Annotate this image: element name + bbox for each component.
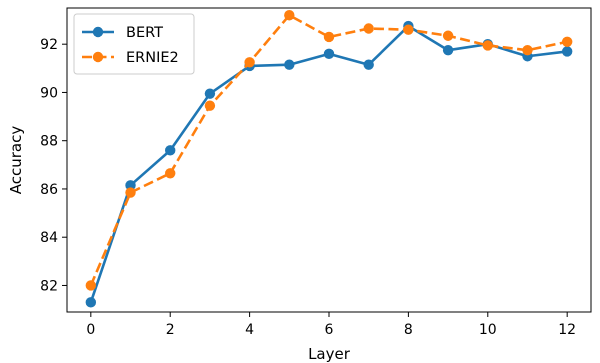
data-point	[323, 48, 335, 60]
y-axis: 82 84 86 88 90 92	[40, 37, 67, 294]
data-point	[284, 10, 295, 21]
y-tick-label: 82	[40, 278, 58, 294]
y-tick-label: 86	[40, 182, 58, 198]
data-point	[85, 297, 97, 308]
data-point	[85, 280, 97, 291]
x-tick-label: 10	[479, 322, 497, 338]
x-tick-label: 6	[325, 322, 334, 338]
x-tick-label: 0	[86, 322, 95, 338]
data-point	[363, 23, 374, 34]
data-point	[244, 57, 255, 68]
data-point	[284, 59, 295, 70]
data-point	[522, 45, 533, 56]
data-point	[561, 36, 573, 47]
legend: BERT ERNIE2	[73, 13, 195, 75]
y-axis-label: Accuracy	[7, 126, 25, 195]
legend-marker	[92, 26, 104, 38]
data-point	[204, 100, 216, 111]
data-point	[125, 187, 136, 198]
data-point	[125, 180, 136, 191]
legend-item-bert: BERT	[82, 25, 163, 41]
x-tick-label: 2	[166, 322, 175, 338]
legend-marker	[92, 51, 104, 63]
x-tick-label: 8	[404, 322, 413, 338]
series-layer	[85, 10, 573, 308]
y-tick-label: 90	[40, 85, 58, 101]
data-point	[482, 40, 493, 51]
y-tick-label: 92	[40, 37, 58, 53]
data-point	[442, 30, 454, 41]
y-tick-label: 88	[40, 134, 58, 150]
x-tick-label: 4	[245, 322, 254, 338]
x-axis-label: Layer	[308, 345, 351, 363]
y-tick-label: 84	[40, 230, 58, 246]
data-point	[561, 46, 573, 57]
data-point	[363, 59, 374, 70]
x-tick-label: 12	[558, 322, 576, 338]
legend-item-ernie2: ERNIE2	[82, 50, 179, 66]
series-ernie2	[85, 10, 573, 291]
legend-label: ERNIE2	[126, 50, 179, 66]
legend-box	[73, 13, 195, 75]
data-point	[442, 45, 454, 56]
data-point	[165, 168, 176, 179]
data-point	[403, 24, 414, 35]
data-point	[323, 31, 335, 43]
legend-label: BERT	[126, 25, 163, 41]
data-point	[165, 145, 176, 156]
x-axis: 0 2 4 6 8 10 12	[86, 312, 576, 338]
data-point	[204, 88, 216, 99]
